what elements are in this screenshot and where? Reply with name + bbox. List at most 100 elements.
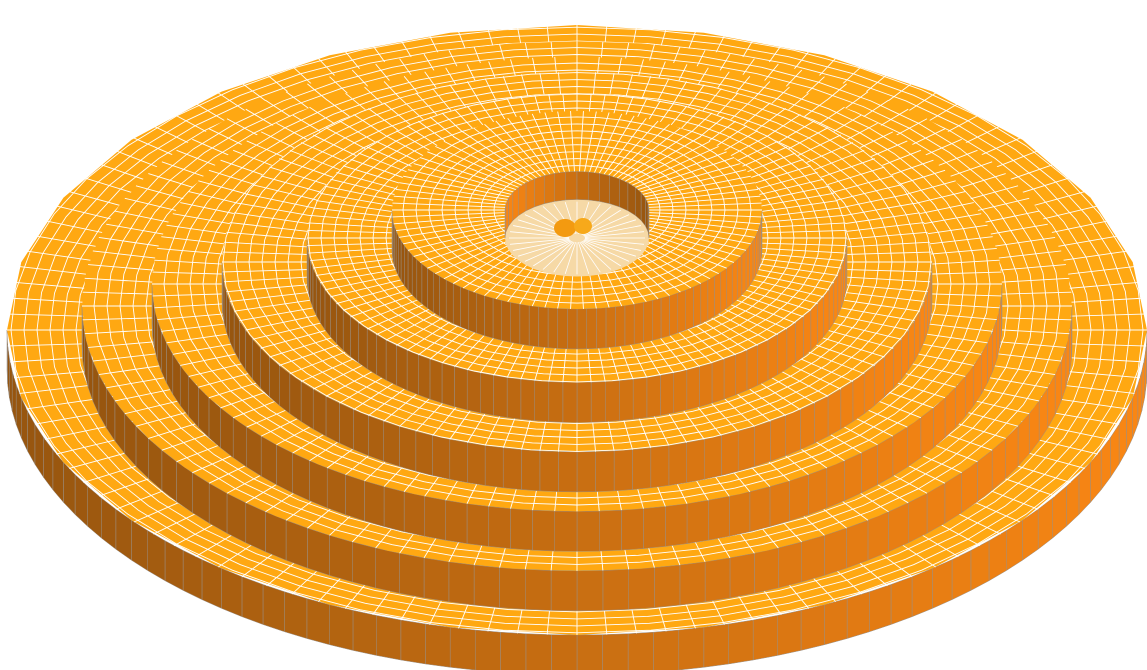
grid-radial <box>619 131 692 181</box>
well-ray <box>584 225 641 237</box>
wall-segment <box>519 303 530 346</box>
wall-segment <box>423 557 450 603</box>
grid-radial <box>630 145 719 187</box>
wall-segment <box>778 541 802 589</box>
wall-segment <box>484 445 504 489</box>
grid-radial <box>395 217 509 232</box>
grid-radial <box>638 227 741 257</box>
well-ray <box>517 239 571 257</box>
wall-segment <box>703 623 729 668</box>
center-well <box>504 171 650 277</box>
wall-segment <box>911 568 933 618</box>
wall-segment <box>874 356 885 406</box>
wall-segment <box>861 444 878 494</box>
grid-radial <box>598 115 635 175</box>
grid-radial <box>611 123 670 178</box>
wall-segment <box>624 303 635 346</box>
wall-segment <box>330 296 337 345</box>
grid-radial <box>495 120 547 177</box>
wall-segment <box>618 379 634 421</box>
wall-segment <box>493 375 508 418</box>
wall-segment <box>808 467 828 516</box>
wall-segment <box>890 576 913 625</box>
wall-segment <box>869 584 892 633</box>
grid-radial <box>633 231 727 269</box>
wall-segment <box>595 450 615 492</box>
wall-segment <box>846 591 870 639</box>
grid-radial <box>645 217 759 232</box>
wall-segment <box>726 263 733 309</box>
wall-segment <box>668 442 687 486</box>
wall-segment <box>628 567 655 610</box>
wall-segment <box>699 362 713 408</box>
well-ray <box>583 239 637 257</box>
wall-segment <box>342 309 351 358</box>
grid-radial <box>531 113 561 174</box>
wall-segment <box>653 629 680 670</box>
grid-radial <box>392 212 508 218</box>
wall-segment <box>736 254 743 301</box>
wall-segment <box>474 629 501 670</box>
wall-segment <box>300 381 314 430</box>
grid-radial <box>407 169 514 196</box>
wall-segment <box>265 511 287 561</box>
wall-segment <box>427 267 434 313</box>
wall-segment <box>786 322 796 370</box>
wall-segment <box>731 258 738 305</box>
wall-segment <box>460 286 469 331</box>
wall-segment <box>345 474 365 522</box>
wall-segment <box>307 527 330 576</box>
wall-segment <box>404 244 409 291</box>
grid-radial <box>413 227 516 257</box>
wall-segment <box>824 598 848 646</box>
grid-radial <box>399 182 510 201</box>
grid-radial <box>413 163 516 193</box>
wall-segment <box>576 570 604 612</box>
wall-segment <box>501 300 511 343</box>
well-ray <box>533 240 573 267</box>
wall-segment <box>843 253 846 301</box>
wall-segment <box>312 267 317 316</box>
wall-segment <box>475 292 485 337</box>
wall-segment <box>752 615 778 661</box>
wall-segment <box>289 373 302 423</box>
well-ray <box>584 239 641 251</box>
wall-segment <box>752 234 756 282</box>
wall-segment <box>749 239 754 287</box>
wall-segment <box>632 447 652 490</box>
wall-segment <box>484 295 494 339</box>
wall-segment <box>394 225 397 271</box>
wall-segment <box>473 564 500 608</box>
wall-segment <box>685 286 694 331</box>
wall-segment <box>627 631 654 670</box>
wall-segment <box>399 426 417 472</box>
grid-radial <box>623 136 702 183</box>
well-wall <box>518 182 527 216</box>
well-ray <box>553 241 575 273</box>
well-wall <box>627 182 636 216</box>
wall-segment <box>548 381 564 423</box>
wall-segment <box>558 451 578 493</box>
wall-segment <box>336 302 344 351</box>
wall-segment <box>479 372 494 416</box>
wall-segment <box>407 249 413 296</box>
wall-segment <box>399 552 425 599</box>
well-wall <box>576 171 589 201</box>
wall-segment <box>376 334 387 381</box>
wall-segment <box>660 295 670 339</box>
grid-radial <box>393 195 508 206</box>
wall-segment <box>660 372 675 416</box>
wall-segment <box>262 584 285 633</box>
well-wall <box>647 203 650 239</box>
wall-segment <box>686 439 705 483</box>
wall-segment <box>728 619 754 665</box>
wall-segment <box>415 430 433 476</box>
wall-segment <box>801 535 825 583</box>
wall-segment <box>525 569 552 611</box>
wall-segment <box>704 557 731 603</box>
wall-segment <box>686 499 709 544</box>
wall-segment <box>432 271 440 317</box>
grid-radial <box>392 202 508 208</box>
well-ray <box>509 231 570 238</box>
wall-segment <box>221 568 243 618</box>
